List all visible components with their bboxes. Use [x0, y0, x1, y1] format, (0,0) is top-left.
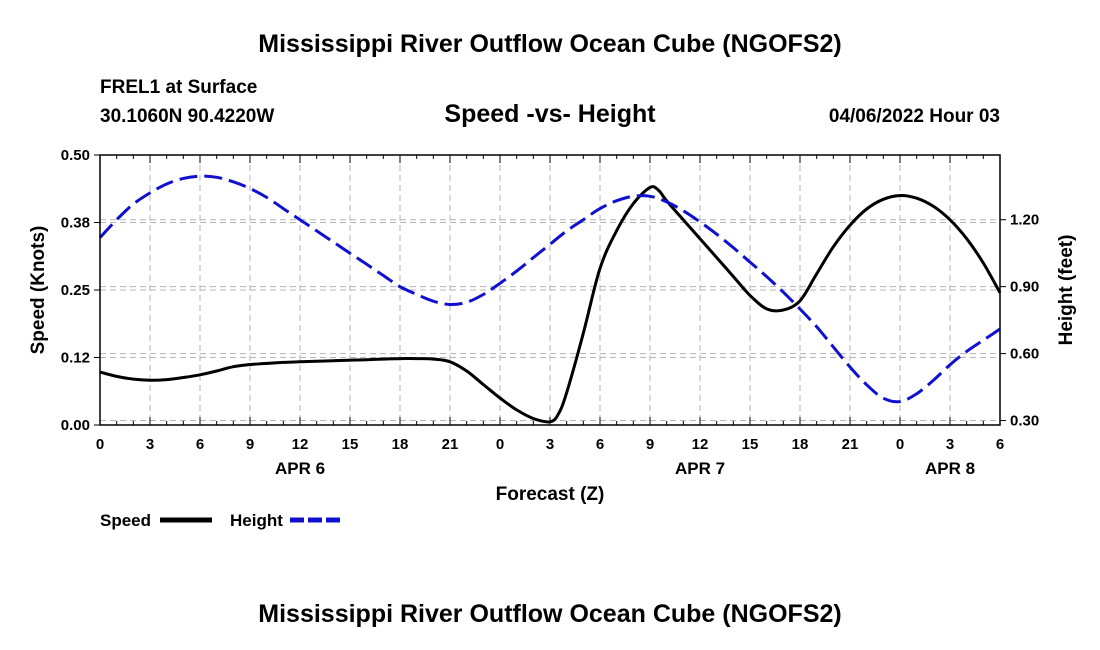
date-label: APR 7: [675, 459, 725, 478]
legend-speed-label: Speed: [100, 511, 151, 530]
y-tick-label-right: 0.90: [1010, 279, 1039, 296]
main-title: Mississippi River Outflow Ocean Cube (NG…: [258, 30, 842, 58]
axis-labels: 0 3 6 9 12 15 18 21 0 3 6 9 12 15 18 21 0 3 6 APR 6 APR 7 APR…: [61, 147, 1039, 478]
x-tick-label: 15: [342, 436, 359, 453]
y-axis-title-right: Height (feet): [1056, 235, 1077, 346]
x-axis-title: Forecast (Z): [496, 484, 605, 505]
x-tick-label: 9: [246, 436, 254, 453]
x-tick-label: 6: [996, 436, 1004, 453]
y-tick-label-left: 0.00: [61, 417, 90, 434]
x-tick-label: 21: [442, 436, 459, 453]
forecast-date: 04/06/2022 Hour 03: [828, 106, 1000, 127]
x-tick-label: 0: [96, 436, 104, 453]
y-tick-label-left: 0.25: [61, 282, 90, 299]
chart-title: Speed -vs- Height: [444, 100, 656, 128]
date-label: APR 6: [275, 459, 325, 478]
plot-frame: [99, 154, 1001, 426]
y-tick-label-right: 0.60: [1010, 346, 1039, 363]
legend-height-label: Height: [230, 511, 283, 530]
y-tick-label-left: 0.12: [61, 350, 90, 367]
footer-title: Mississippi River Outflow Ocean Cube (NG…: [258, 600, 842, 628]
x-tick-label: 3: [146, 436, 154, 453]
x-tick-label: 3: [546, 436, 554, 453]
y-axis-title-left: Speed (Knots): [28, 226, 49, 355]
x-tick-label: 12: [292, 436, 309, 453]
x-tick-label: 18: [792, 436, 809, 453]
station-label: FREL1 at Surface: [100, 77, 258, 98]
y-tick-label-left: 0.38: [61, 215, 90, 232]
x-tick-label: 12: [692, 436, 709, 453]
x-tick-label: 6: [596, 436, 604, 453]
height-series-line: [98, 174, 1001, 404]
chart-series: [98, 174, 1002, 424]
x-tick-label: 6: [196, 436, 204, 453]
x-tick-label: 0: [496, 436, 504, 453]
station-coords: 30.1060N 90.4220W: [100, 106, 275, 127]
speed-series-line: [99, 185, 1002, 424]
y-tick-label-right: 0.30: [1010, 413, 1039, 430]
date-label: APR 8: [925, 459, 975, 478]
x-tick-label: 3: [946, 436, 954, 453]
x-tick-label: 9: [646, 436, 654, 453]
x-tick-label: 18: [392, 436, 409, 453]
x-tick-label: 0: [896, 436, 904, 453]
x-tick-label: 21: [842, 436, 859, 453]
x-tick-label: 15: [742, 436, 759, 453]
y-tick-label-left: 0.50: [61, 147, 90, 164]
y-tick-label-right: 1.20: [1010, 212, 1039, 229]
grid-lines: [100, 155, 1000, 425]
